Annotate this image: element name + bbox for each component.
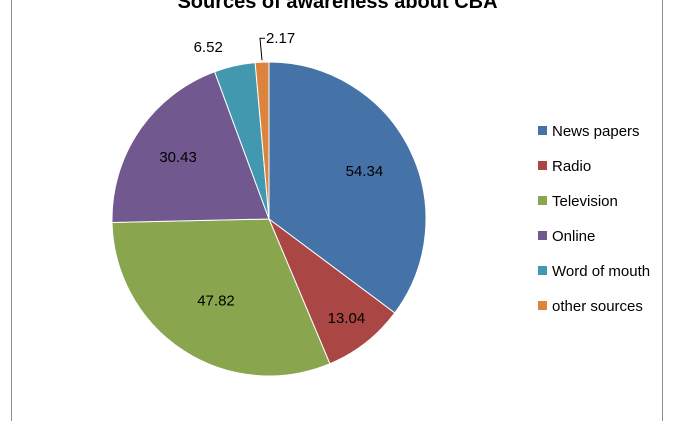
data-label-news-papers: 54.34	[346, 163, 384, 180]
pie-slice-news-papers	[268, 61, 427, 314]
legend-label-news-papers: News papers	[552, 123, 640, 140]
data-label-word-of-mouth: 6.52	[194, 39, 223, 56]
pie-slice-other-sources	[254, 61, 270, 220]
leader-line-other-sources	[259, 37, 265, 61]
data-label-radio: 13.04	[328, 310, 366, 327]
legend-swatch-other-sources	[538, 301, 547, 310]
legend-swatch-radio	[538, 161, 547, 170]
plot-frame-left	[11, 0, 12, 421]
plot-frame-right	[662, 0, 663, 421]
data-label-online: 30.43	[159, 149, 197, 166]
legend-label-other-sources: other sources	[552, 298, 643, 315]
legend-swatch-online	[538, 231, 547, 240]
legend-label-word-of-mouth: Word of mouth	[552, 263, 650, 280]
legend-swatch-word-of-mouth	[538, 266, 547, 275]
chart-title: Sources of awareness about CBA	[177, 0, 498, 13]
legend-swatch-television	[538, 196, 547, 205]
legend-label-online: Online	[552, 228, 595, 245]
pie-slice-television	[111, 218, 331, 377]
pie-slice-online	[111, 71, 270, 223]
data-label-television: 47.82	[197, 293, 235, 310]
data-label-other-sources: 2.17	[266, 30, 295, 47]
legend-swatch-news-papers	[538, 126, 547, 135]
legend-label-radio: Radio	[552, 158, 591, 175]
legend-label-television: Television	[552, 193, 618, 210]
